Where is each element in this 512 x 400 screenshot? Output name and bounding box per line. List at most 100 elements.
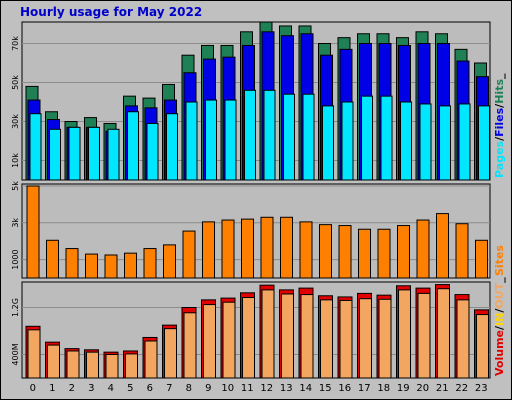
- bar-out-22: [456, 299, 470, 379]
- bar-pages-10: [224, 99, 237, 181]
- legend-part: /: [493, 136, 506, 141]
- bar-out-0: [27, 329, 41, 379]
- y-tick-label: 1000: [11, 249, 20, 269]
- bar-pages-6: [146, 122, 159, 181]
- bar-sites-10: [221, 219, 235, 279]
- bar-out-20: [417, 292, 431, 379]
- bar-sites-18: [377, 228, 391, 279]
- x-tick-label-hour: 5: [127, 383, 133, 394]
- bar-sites-12: [260, 216, 274, 279]
- bar-pages-12: [263, 89, 276, 181]
- x-tick-label-hour: 23: [475, 383, 488, 394]
- x-tick-label-hour: 11: [241, 383, 254, 394]
- x-tick-label-hour: 20: [416, 383, 429, 394]
- legend-part: /: [493, 325, 506, 330]
- bar-out-14: [300, 294, 314, 379]
- y-tick-label: 70k: [11, 36, 20, 51]
- bar-pages-1: [49, 128, 61, 181]
- x-tick-label-hour: 8: [186, 383, 192, 394]
- x-tick-label-hour: 2: [69, 383, 75, 394]
- bar-out-17: [359, 298, 372, 379]
- legend-part: Files: [493, 107, 506, 137]
- bar-pages-9: [205, 99, 217, 181]
- bar-sites-8: [182, 230, 196, 279]
- bar-out-11: [242, 297, 255, 379]
- bar-out-4: [105, 354, 119, 379]
- bar-sites-11: [241, 218, 254, 279]
- bar-pages-20: [419, 103, 432, 181]
- bar-pages-8: [185, 101, 198, 181]
- x-tick-label-hour: 14: [299, 383, 312, 394]
- legend-part: /: [493, 103, 506, 108]
- bar-pages-16: [341, 101, 354, 181]
- bar-pages-5: [127, 111, 139, 181]
- bar-pages-15: [322, 105, 334, 181]
- legend-part: _: [493, 73, 506, 79]
- bar-sites-13: [280, 216, 293, 279]
- bar-out-8: [183, 312, 197, 379]
- bar-out-9: [203, 304, 216, 379]
- bar-out-13: [281, 293, 294, 379]
- bar-pages-3: [88, 126, 100, 181]
- bar-pages-22: [458, 103, 471, 181]
- bar-sites-4: [104, 254, 118, 279]
- x-tick-label-hour: 22: [455, 383, 468, 394]
- bar-sites-5: [124, 252, 137, 279]
- bar-out-19: [398, 289, 411, 379]
- x-tick-label-hour: 7: [166, 383, 172, 394]
- x-tick-label-hour: 3: [88, 383, 94, 394]
- x-tick-label-hour: 0: [30, 383, 36, 394]
- x-tick-label-hour: 10: [221, 383, 234, 394]
- bar-sites-9: [202, 221, 215, 279]
- bar-pages-14: [302, 93, 315, 181]
- bar-sites-3: [85, 253, 98, 279]
- bar-sites-0: [26, 185, 40, 279]
- x-tick-label-hour: 13: [280, 383, 293, 394]
- bar-pages-19: [400, 101, 412, 181]
- chart-title: Hourly usage for May 2022: [20, 5, 203, 19]
- legend-part: Hits: [493, 79, 506, 104]
- x-tick-label-hour: 15: [319, 383, 332, 394]
- legend-part: Pages: [493, 140, 506, 178]
- bar-sites-21: [436, 213, 449, 279]
- legend-volume-in-out: Volume/IN/OUT_: [493, 277, 506, 376]
- x-tick-label-hour: 9: [205, 383, 211, 394]
- bar-sites-6: [143, 248, 157, 279]
- bar-sites-22: [455, 223, 469, 279]
- y-tick-label: 10k: [11, 153, 20, 168]
- bar-out-15: [320, 299, 333, 379]
- x-tick-label-hour: 21: [436, 383, 449, 394]
- panel-volume: [21, 281, 491, 379]
- bar-pages-7: [166, 113, 178, 181]
- bar-sites-17: [358, 228, 371, 279]
- bar-pages-0: [29, 113, 42, 181]
- bar-out-3: [86, 351, 99, 379]
- bar-out-21: [437, 288, 450, 379]
- x-tick-label-hour: 19: [397, 383, 410, 394]
- x-tick-label-hour: 12: [260, 383, 273, 394]
- x-tick-label-hour: 6: [147, 383, 153, 394]
- bar-out-5: [125, 353, 138, 379]
- bar-sites-15: [319, 224, 332, 279]
- y-tick-label: 400M: [11, 343, 20, 365]
- bar-sites-14: [299, 221, 313, 279]
- bar-sites-20: [416, 219, 430, 279]
- bar-sites-2: [65, 248, 79, 279]
- y-tick-label: 30k: [11, 114, 20, 129]
- legend-part: OUT: [493, 282, 506, 308]
- bar-sites-1: [46, 239, 59, 279]
- legend-part: /: [493, 308, 506, 313]
- legend-hits-files-pages: Pages/Files/Hits_: [493, 73, 506, 178]
- legend-part: _: [493, 277, 506, 283]
- bar-out-12: [261, 289, 275, 379]
- bar-pages-18: [380, 95, 393, 181]
- legend-part: Volume: [493, 330, 506, 376]
- bar-pages-11: [244, 89, 256, 181]
- legend-part: IN: [493, 313, 506, 326]
- bar-pages-2: [68, 126, 81, 181]
- legend-sites: Sites: [493, 245, 506, 276]
- bar-sites-16: [338, 225, 352, 279]
- bar-sites-19: [397, 225, 410, 279]
- bar-sites-23: [475, 239, 488, 279]
